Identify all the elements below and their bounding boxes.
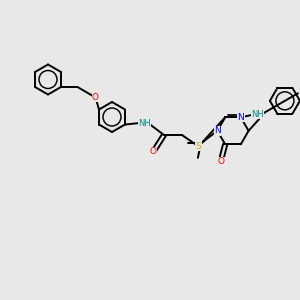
Text: O: O xyxy=(150,147,157,156)
Text: O: O xyxy=(217,157,224,166)
Text: S: S xyxy=(196,142,201,151)
Text: NH: NH xyxy=(138,118,151,127)
Text: N: N xyxy=(214,126,221,135)
Text: NH: NH xyxy=(251,110,264,118)
Text: O: O xyxy=(92,93,99,102)
Text: N: N xyxy=(237,113,244,122)
